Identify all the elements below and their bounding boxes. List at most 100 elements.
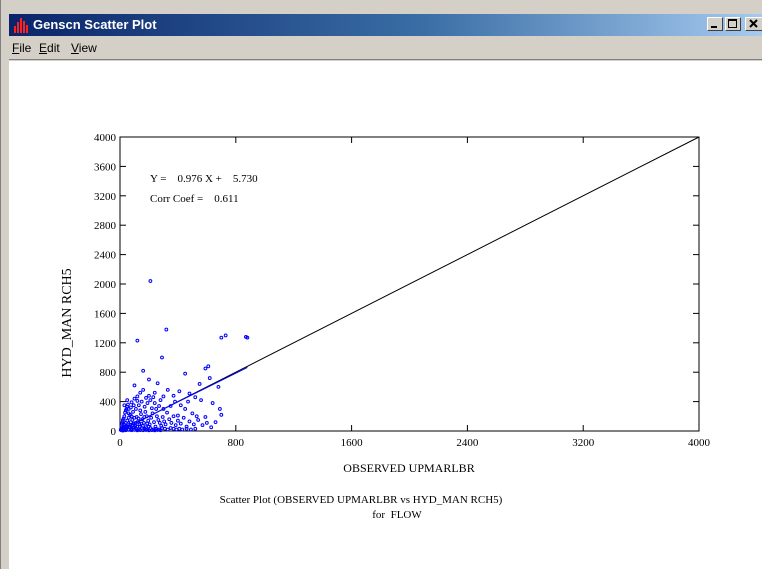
data-point [129, 414, 134, 419]
data-point [149, 415, 154, 420]
plot-canvas: 0 800 1600 2400 3200 4000 0 400 800 1200 1600 2000 2… [9, 61, 762, 569]
data-point [210, 401, 215, 405]
data-point [187, 391, 192, 396]
title-bar[interactable]: Genscn Scatter Plot [9, 14, 762, 36]
data-point [209, 425, 214, 430]
data-point [181, 415, 186, 420]
data-point [147, 393, 151, 398]
data-point [124, 407, 129, 411]
menu-view[interactable]: View [71, 41, 97, 55]
data-point [194, 414, 199, 419]
y-tick-label: 2000 [94, 279, 117, 291]
data-point [126, 415, 131, 420]
data-point [158, 428, 163, 433]
maximize-button[interactable] [725, 17, 741, 31]
data-point [137, 422, 142, 427]
data-point [160, 355, 164, 360]
data-point [176, 418, 180, 423]
data-point [155, 381, 160, 386]
data-point [131, 403, 136, 408]
axes-group [119, 136, 700, 432]
regression-line [119, 367, 248, 432]
data-point [189, 427, 193, 432]
x-tick-label: 2400 [456, 437, 479, 449]
data-point [177, 389, 182, 394]
data-point [161, 407, 166, 411]
data-point [180, 427, 185, 432]
data-point [132, 396, 137, 401]
x-tick-label: 4000 [688, 437, 711, 449]
data-point [245, 335, 250, 340]
data-point [135, 394, 140, 399]
data-point [145, 401, 150, 405]
data-point [161, 394, 166, 399]
data-point [163, 422, 168, 427]
data-point [177, 426, 182, 431]
data-point [142, 404, 147, 409]
data-point [128, 405, 133, 410]
data-point [148, 279, 153, 283]
data-point [197, 382, 202, 386]
chart-caption-flow: for FLOW [372, 509, 422, 521]
data-point [193, 395, 198, 400]
data-point [135, 398, 140, 403]
data-point [123, 410, 127, 415]
data-point [126, 427, 131, 432]
bar-chart-icon [14, 18, 28, 33]
data-point [144, 396, 148, 400]
data-point [136, 403, 141, 408]
data-point [196, 418, 201, 422]
data-point [121, 416, 126, 421]
data-point [146, 418, 151, 423]
menu-bar: File Edit View [9, 36, 762, 60]
data-point [132, 383, 137, 388]
data-point [129, 400, 134, 405]
data-point [207, 376, 212, 380]
data-point [206, 364, 211, 369]
data-point [131, 409, 135, 414]
data-point [168, 426, 173, 430]
data-point [203, 415, 208, 419]
data-point [138, 390, 143, 395]
data-point [132, 415, 137, 420]
data-point [143, 409, 148, 414]
data-point [174, 427, 179, 432]
close-icon [749, 19, 758, 28]
window-title: Genscn Scatter Plot [33, 17, 157, 32]
data-point [139, 412, 143, 416]
data-point [152, 401, 157, 405]
data-point [171, 393, 176, 398]
data-point [187, 419, 192, 424]
minimize-button[interactable] [707, 17, 723, 31]
data-point [140, 423, 145, 428]
data-point [125, 398, 130, 403]
y-tick-label: 2400 [94, 250, 117, 262]
data-point [162, 426, 167, 431]
data-point [219, 412, 224, 417]
data-point [167, 417, 172, 422]
data-point [213, 420, 218, 425]
data-point [148, 398, 153, 403]
scatter-chart: 0 800 1600 2400 3200 4000 0 400 800 1200 1600 2000 2… [60, 132, 711, 521]
data-point [199, 398, 203, 403]
menu-file-rest: ile [19, 41, 32, 55]
data-point [134, 407, 138, 411]
menu-edit-rest: dit [47, 41, 60, 55]
menu-view-rest: iew [78, 41, 97, 55]
maximize-icon [728, 19, 737, 28]
menu-edit[interactable]: Edit [39, 41, 60, 55]
data-points [118, 279, 250, 433]
correlation-coefficient: Corr Coef = 0.611 [150, 193, 239, 205]
data-point [178, 403, 183, 408]
data-point [138, 424, 142, 429]
y-axis-label: HYD_MAN RCH5 [60, 268, 75, 377]
y-tick-label: 1200 [94, 338, 117, 350]
data-point [169, 421, 174, 425]
regression-equation: Y = 0.976 X + 5.730 [150, 173, 258, 185]
data-point [126, 402, 130, 407]
data-point [138, 408, 143, 413]
close-button[interactable] [745, 17, 762, 31]
y-tick-label: 0 [111, 426, 117, 438]
menu-file[interactable]: File [12, 41, 31, 55]
